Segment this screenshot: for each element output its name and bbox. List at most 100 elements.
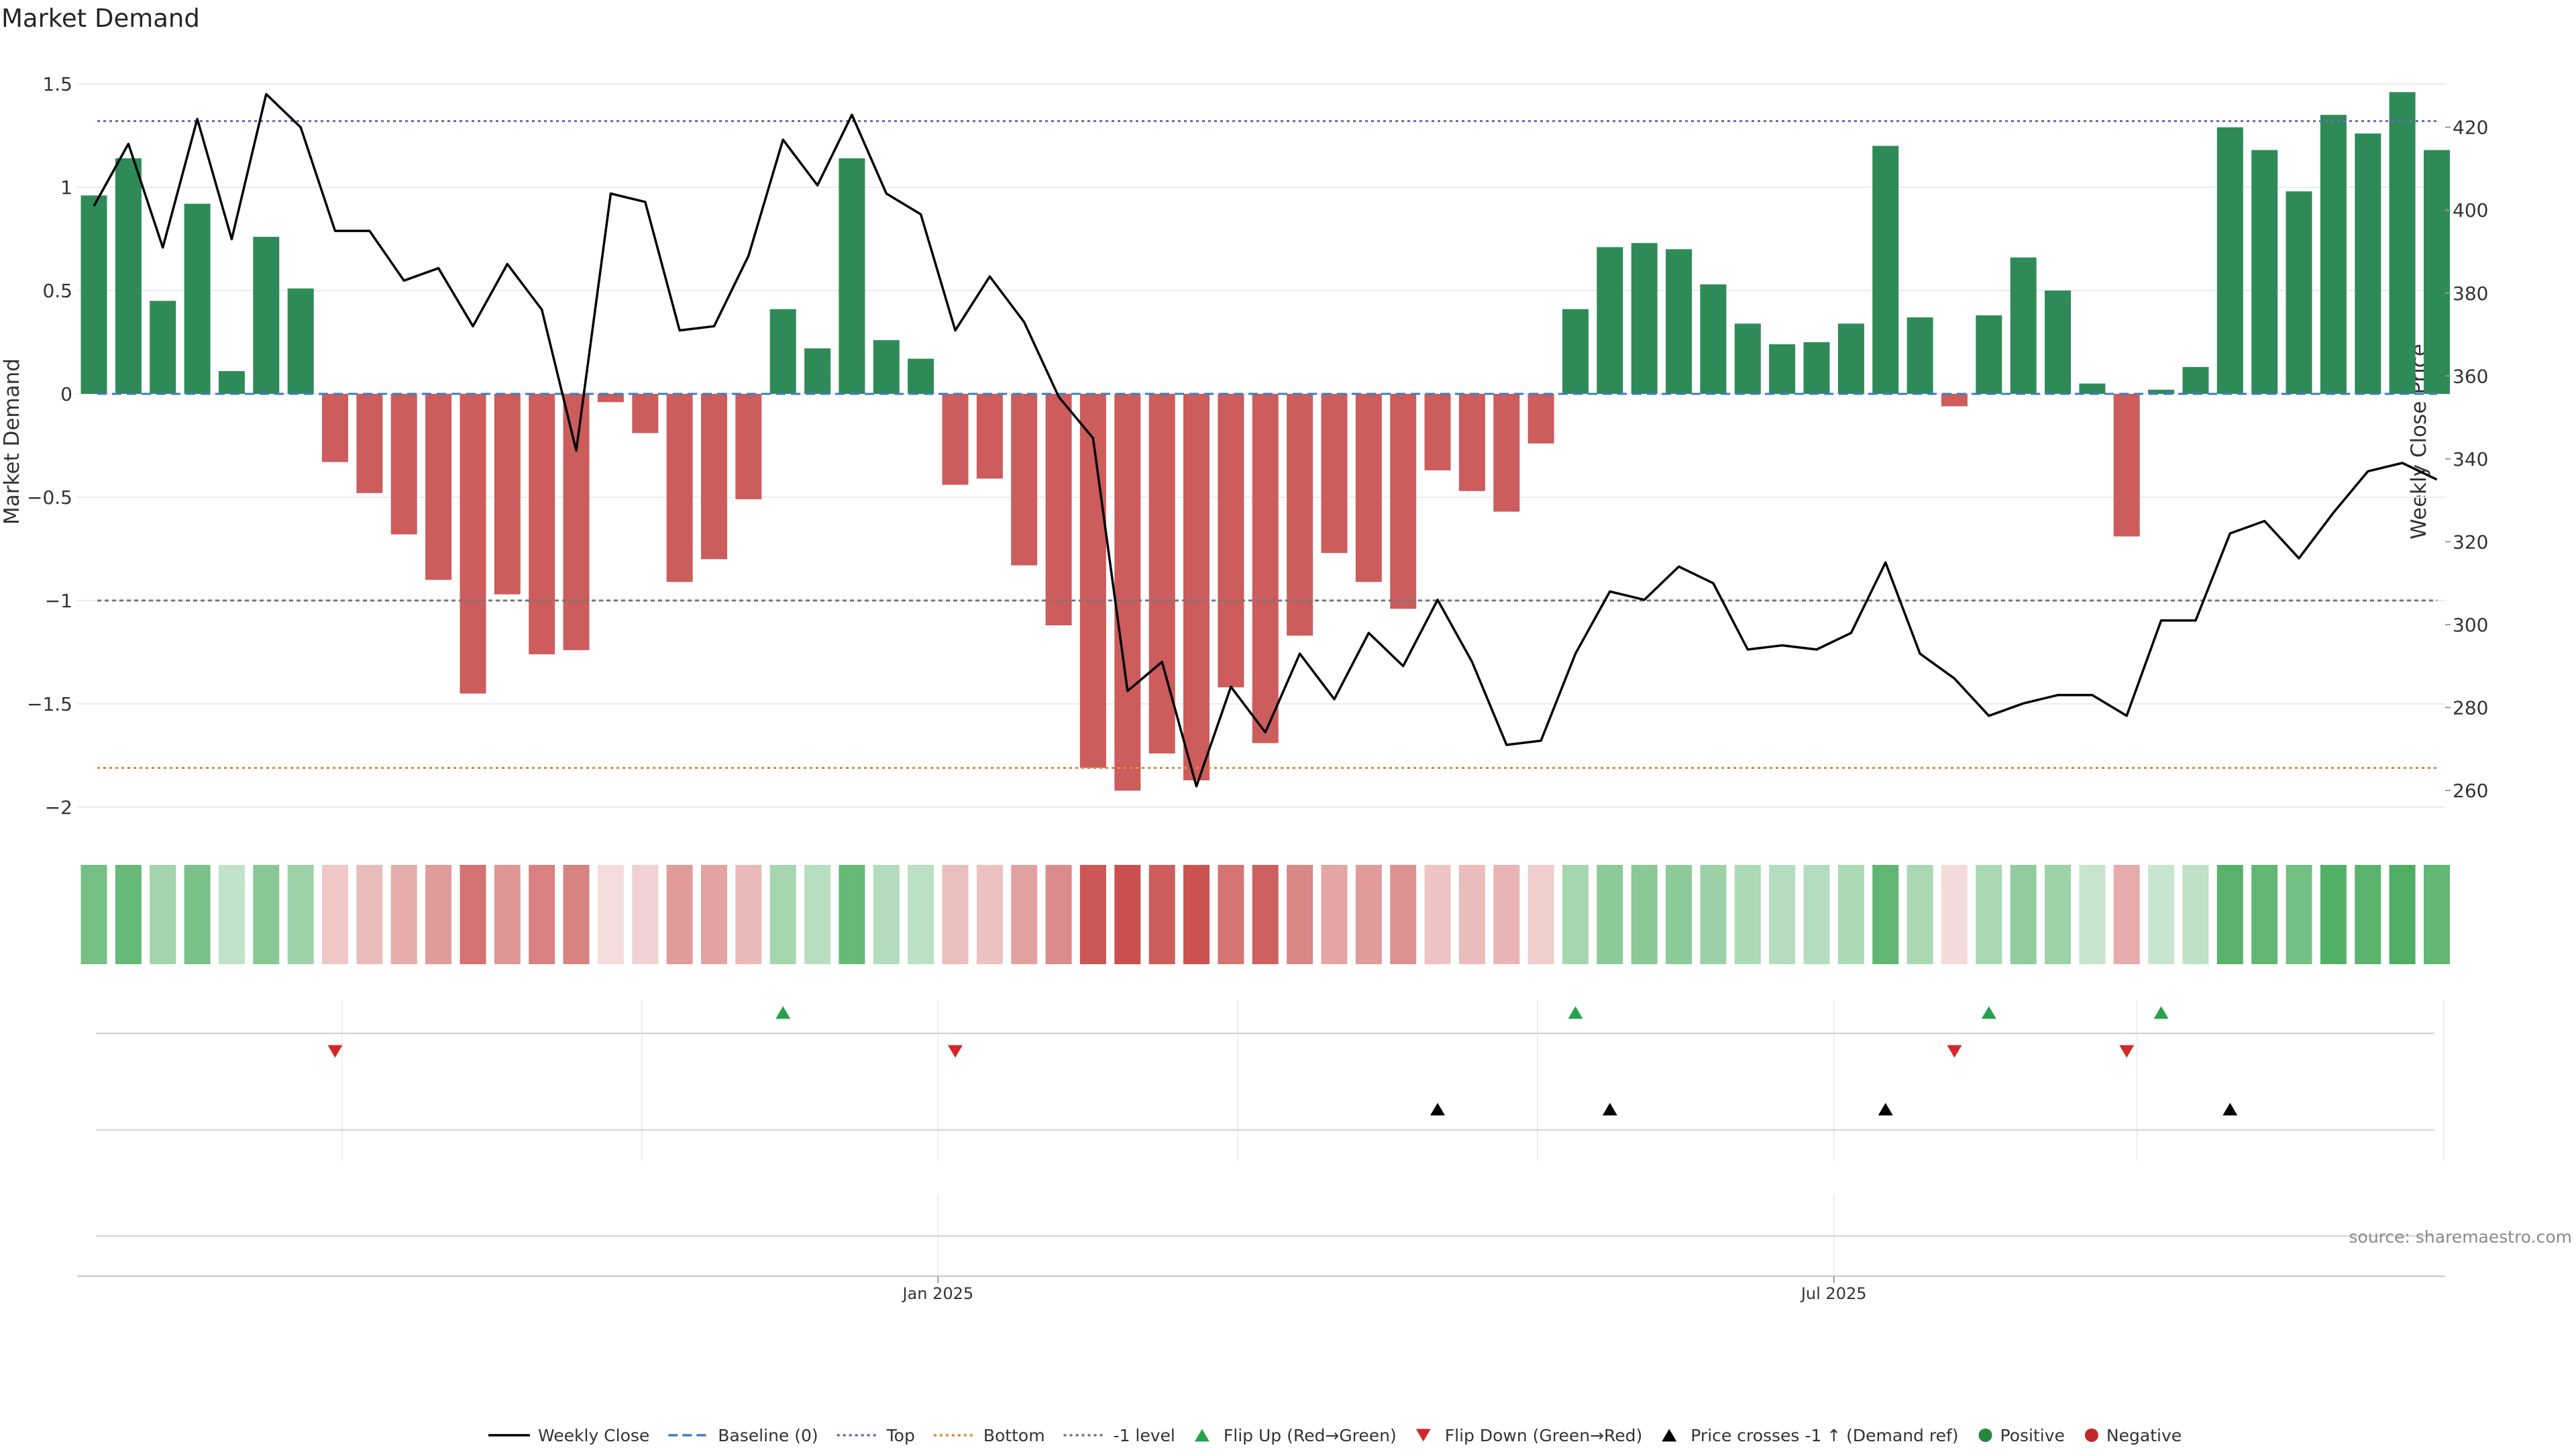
heat-cell-negative <box>1011 865 1038 964</box>
y-tick-label: 0.5 <box>42 280 72 302</box>
heat-cell-positive <box>1562 865 1589 964</box>
heat-cell-negative <box>632 865 659 964</box>
y-axis-label: Market Demand <box>0 358 24 525</box>
legend-label: -1 level <box>1114 1426 1175 1445</box>
positive-bar <box>873 340 900 394</box>
positive-bar <box>2182 367 2209 394</box>
heat-cell-negative <box>1527 865 1554 964</box>
heat-cell-positive <box>2355 865 2381 964</box>
price-cross-marker <box>1878 1102 1893 1116</box>
x-axis: Jan 2025 Jul 2025 <box>77 1275 2445 1303</box>
heat-cell-negative <box>1287 865 1313 964</box>
negative-bar <box>1424 394 1451 470</box>
heat-cell-positive <box>1872 865 1899 964</box>
legend-swatch <box>1662 1429 1677 1442</box>
heat-cell-positive <box>1907 865 1933 964</box>
heat-cell-positive <box>1734 865 1761 964</box>
heat-cell-positive <box>908 865 934 964</box>
heat-cell-positive <box>2216 865 2243 964</box>
legend-entry: -1 level <box>1063 1426 1175 1445</box>
flip-up-marker <box>1568 1006 1583 1019</box>
negative-bar <box>1148 394 1175 754</box>
positive-bar <box>184 203 211 394</box>
heat-cell-positive <box>873 865 900 964</box>
negative-bar <box>460 394 486 694</box>
legend-label: Price crosses -1 ↑ (Demand ref) <box>1690 1426 1958 1445</box>
axis-ticks: 1.5 1 0.5 0 −0.5 −1 −1.5 −2 420 400 380 360 340 320 30… <box>27 73 2488 819</box>
heat-cell-negative <box>356 865 383 964</box>
heat-cell-negative <box>1252 865 1279 964</box>
positive-bar <box>908 358 934 394</box>
chart-title: Market Demand <box>1 4 200 33</box>
heat-cell-negative <box>1218 865 1244 964</box>
y-tick-label: 1 <box>60 176 72 199</box>
heat-cell-positive <box>2079 865 2106 964</box>
negative-bar <box>942 394 969 485</box>
heat-cell-positive <box>115 865 142 964</box>
legend-label: Baseline (0) <box>718 1426 818 1445</box>
heat-cell-positive <box>1976 865 2002 964</box>
y-tick-label: 1.5 <box>42 73 72 95</box>
heat-cell-negative <box>460 865 486 964</box>
negative-bar <box>356 394 383 493</box>
legend-entry: Baseline (0) <box>668 1426 818 1445</box>
positive-bar <box>1907 317 1933 394</box>
positive-bar <box>1734 323 1761 394</box>
heat-cell-positive <box>1666 865 1693 964</box>
heat-cell-positive <box>2424 865 2450 964</box>
negative-bar <box>1183 394 1210 780</box>
negative-bar <box>1045 394 1072 625</box>
positive-bar <box>804 348 831 394</box>
heat-cell-positive <box>253 865 280 964</box>
negative-bar <box>1941 394 1968 407</box>
heat-cell-negative <box>1183 865 1210 964</box>
legend-label: Positive <box>2000 1426 2065 1445</box>
legend-swatch <box>2084 1429 2098 1442</box>
legend-swatch <box>1415 1429 1431 1442</box>
heat-cell-negative <box>1079 865 1106 964</box>
legend-entry: Negative <box>2084 1426 2182 1445</box>
negative-bar <box>390 394 417 535</box>
heat-cell-positive <box>1769 865 1796 964</box>
legend-label: Flip Up (Red→Green) <box>1224 1426 1397 1445</box>
heat-cell-negative <box>494 865 521 964</box>
flip-down-marker <box>948 1045 963 1058</box>
y2-tick-label: 320 <box>2453 531 2488 553</box>
legend-label: Negative <box>2106 1426 2182 1445</box>
heat-cell-negative <box>976 865 1003 964</box>
positive-bar <box>1872 146 1899 394</box>
price-cross-marker <box>2222 1102 2238 1116</box>
heat-cell-negative <box>1321 865 1348 964</box>
heat-cell-positive <box>1837 865 1864 964</box>
heat-cell-positive <box>2182 865 2209 964</box>
heat-cell-positive <box>804 865 831 964</box>
negative-bar <box>494 394 521 594</box>
heat-cell-negative <box>390 865 417 964</box>
positive-bar <box>1700 284 1727 394</box>
heat-cell-negative <box>529 865 555 964</box>
heat-cell-positive <box>769 865 796 964</box>
price-cross-marker <box>1430 1102 1446 1116</box>
heat-cell-positive <box>2286 865 2312 964</box>
heat-strip <box>80 865 2450 964</box>
heat-cell-negative <box>1458 865 1485 964</box>
reference-lines <box>97 119 2437 769</box>
legend: Weekly Close Baseline (0) Top Bottom -1 leve… <box>488 1426 2182 1445</box>
negative-bar <box>666 394 693 582</box>
heat-cell-negative <box>1424 865 1451 964</box>
positive-bar <box>2389 92 2416 395</box>
positive-bar <box>1803 342 1830 394</box>
legend-entry: Price crosses -1 ↑ (Demand ref) <box>1662 1426 1959 1445</box>
heat-cell-positive <box>2320 865 2347 964</box>
heat-cell-negative <box>1493 865 1520 964</box>
negative-bar <box>1458 394 1485 491</box>
heat-cell-positive <box>218 865 245 964</box>
positive-bar <box>2148 389 2175 394</box>
positive-bar <box>2079 383 2106 394</box>
negative-bar <box>1287 394 1313 636</box>
heat-cell-positive <box>839 865 865 964</box>
demand-bars <box>80 92 2450 791</box>
legend-entry: Flip Down (Green→Red) <box>1415 1426 1642 1445</box>
heat-cell-negative <box>735 865 762 964</box>
